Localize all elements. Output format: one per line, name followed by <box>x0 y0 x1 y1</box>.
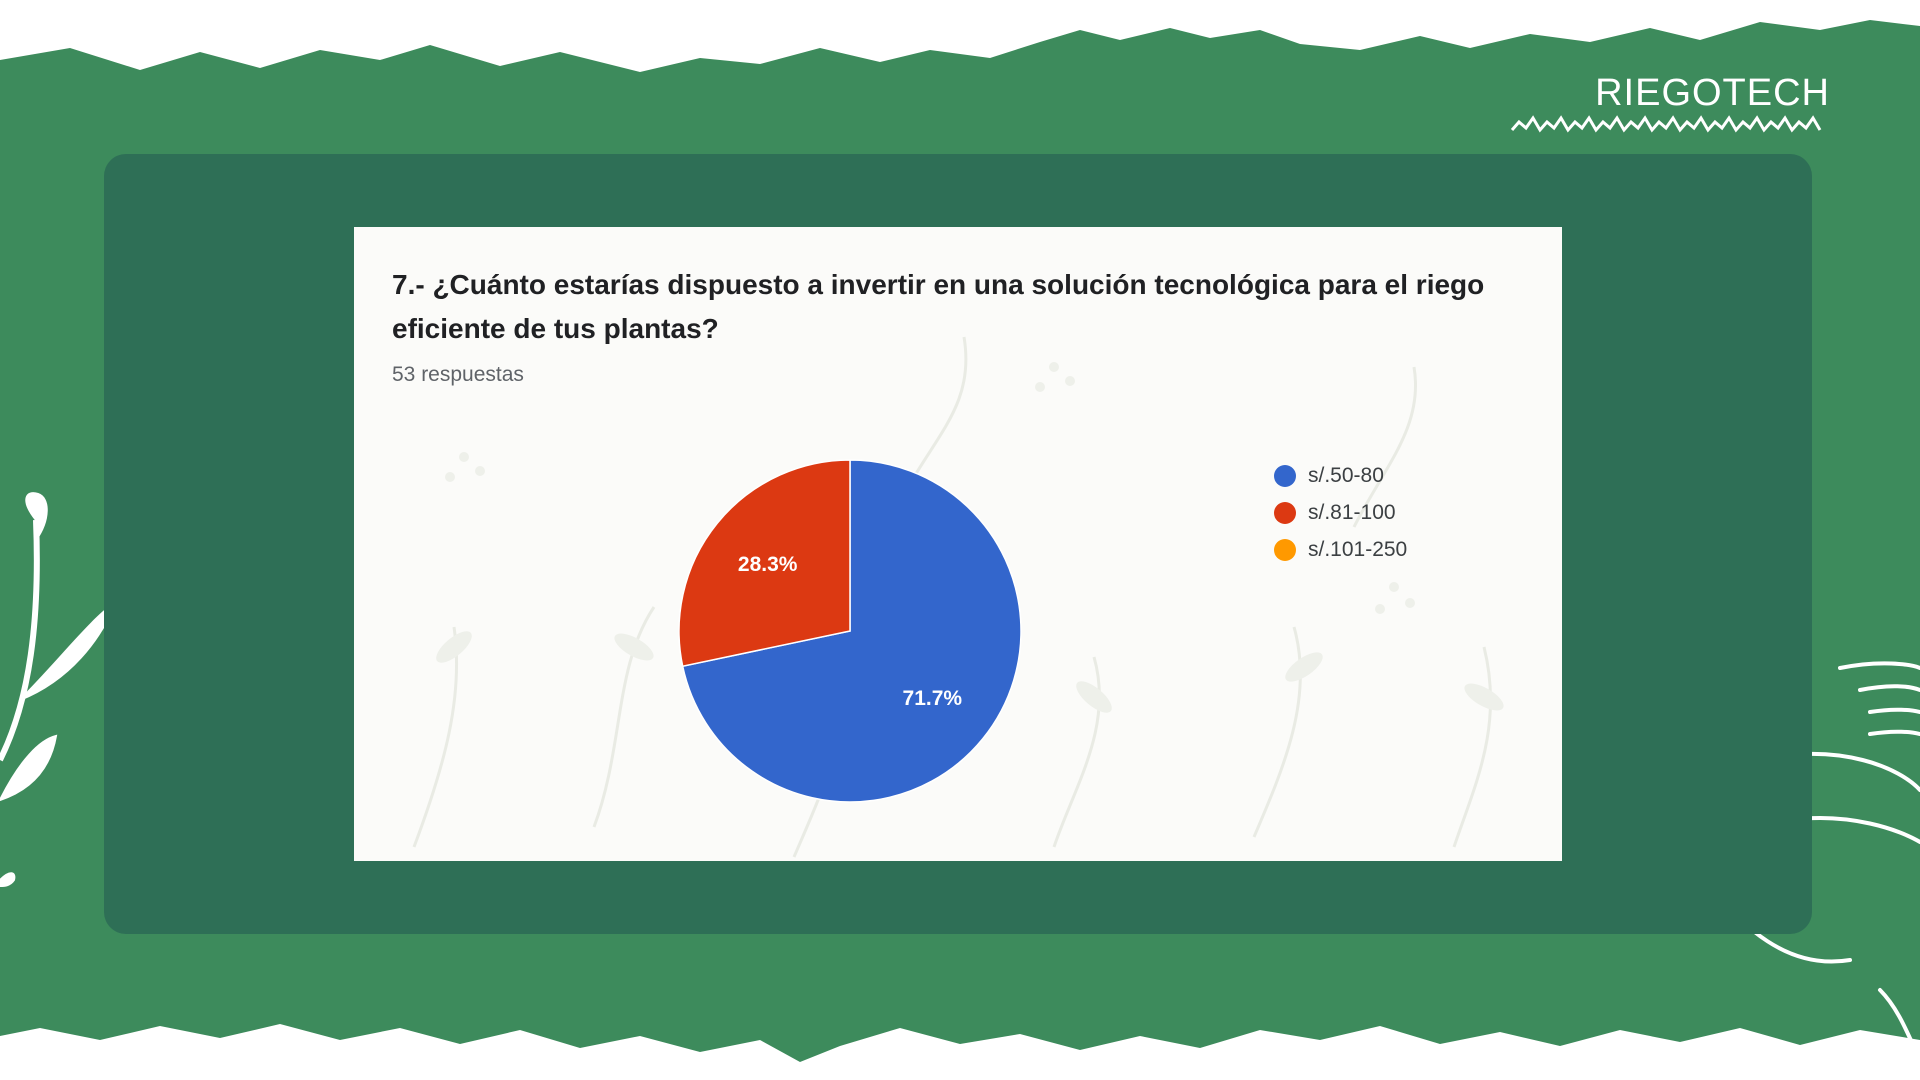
pie-slice-label-1: 71.7% <box>903 687 963 710</box>
legend-item-1: s/.50-80 <box>1274 457 1407 494</box>
legend-item-3: s/.101-250 <box>1274 531 1407 568</box>
legend-label-1: s/.50-80 <box>1308 463 1384 487</box>
question-line-2: eficiente de tus plantas? <box>392 313 719 344</box>
leaf-branch-doodle <box>0 492 119 888</box>
brand-logo-text: RIEGOTECH <box>1595 72 1830 114</box>
legend-item-2: s/.81-100 <box>1274 494 1407 531</box>
legend-label-3: s/.101-250 <box>1308 537 1408 561</box>
pie-slice-1 <box>681 459 1022 803</box>
survey-chart-card: 7.- ¿Cuánto estarías dispuesto a inverti… <box>354 227 1562 861</box>
legend-swatch-2 <box>1274 501 1296 524</box>
legend-swatch-3 <box>1274 538 1296 561</box>
pie-chart: 71.7% 28.3% <box>678 459 1022 803</box>
response-count: 53 respuestas <box>392 363 524 386</box>
zigzag-underline <box>1510 115 1822 133</box>
pie-slice-2 <box>678 459 851 668</box>
question-line-1: 7.- ¿Cuánto estarías dispuesto a inverti… <box>392 269 1485 300</box>
chart-legend: s/.50-80 s/.81-100 s/.101-250 <box>1274 457 1407 568</box>
pie-slice-label-2: 28.3% <box>738 553 798 576</box>
legend-swatch-1 <box>1274 464 1296 487</box>
question-title: 7.- ¿Cuánto estarías dispuesto a inverti… <box>392 263 1542 351</box>
legend-label-2: s/.81-100 <box>1308 500 1396 524</box>
